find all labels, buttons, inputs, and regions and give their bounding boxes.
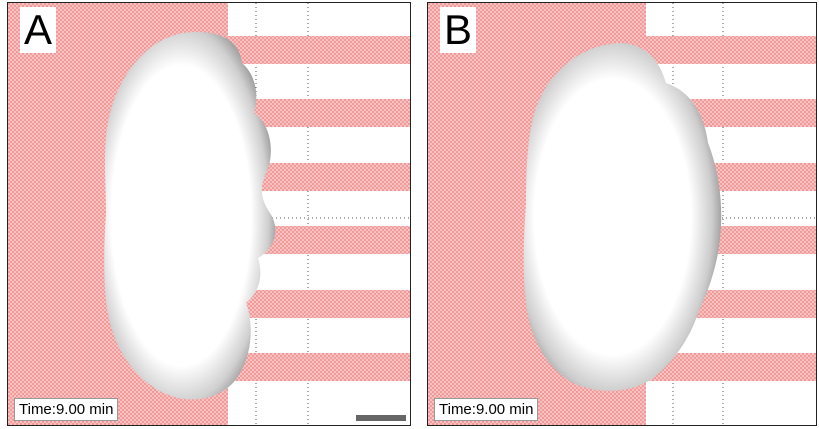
panel-b: B Time:9.00 min bbox=[427, 2, 817, 426]
blob-shape bbox=[104, 32, 276, 400]
panel-label: A bbox=[20, 7, 57, 53]
time-readout: Time:9.00 min bbox=[434, 398, 539, 421]
blob-shape bbox=[523, 43, 722, 391]
panel-a: A Time:9.00 min bbox=[7, 2, 411, 426]
panel-b-figure bbox=[428, 3, 816, 425]
scale-bar bbox=[356, 415, 406, 421]
panel-a-figure bbox=[8, 3, 410, 425]
panel-label: B bbox=[440, 7, 477, 53]
time-readout: Time:9.00 min bbox=[14, 398, 119, 421]
